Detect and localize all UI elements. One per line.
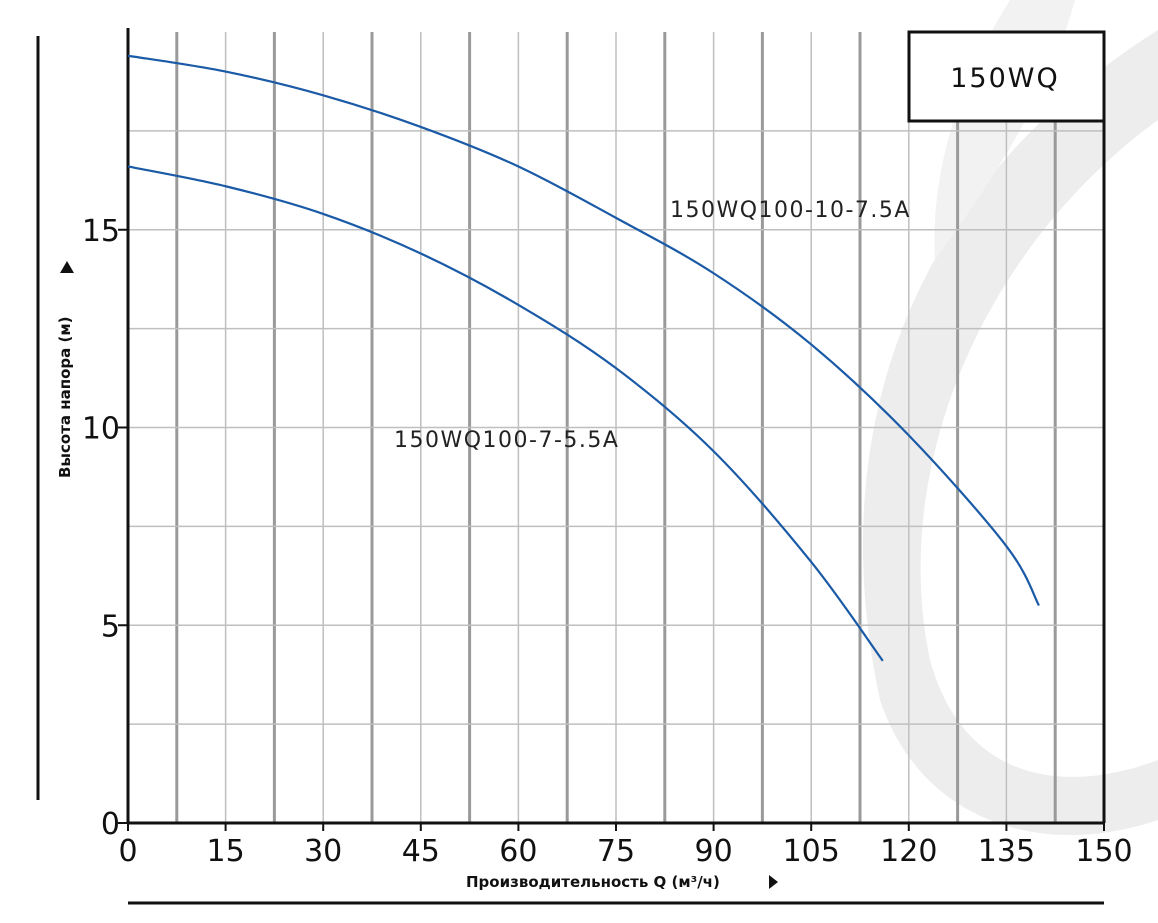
grid: [128, 32, 1104, 823]
x-tick-label: 30: [304, 834, 342, 869]
x-axis-title: Производительность Q (м³/ч): [466, 873, 720, 891]
x-tick-label: 135: [978, 834, 1035, 869]
y-tick-label: 0: [101, 807, 120, 842]
y-axis-title: Высота напора (м): [56, 317, 74, 478]
x-tick-label: 45: [402, 834, 440, 869]
x-tick-label: 0: [118, 834, 137, 869]
y-tick-label: 15: [82, 214, 120, 249]
x-axis-title-group: Производительность Q (м³/ч): [466, 873, 778, 891]
x-tick-label: 60: [499, 834, 537, 869]
x-tick-label: 150: [1075, 834, 1132, 869]
x-axis-arrow-icon: [769, 875, 778, 889]
series-label-150wq100-10-7-5a: 150WQ100-10-7.5A: [670, 198, 911, 223]
x-tick-label: 90: [695, 834, 733, 869]
series-lines: [127, 54, 1040, 662]
series-label-150wq100-7-5-5a: 150WQ100-7-5.5A: [394, 428, 619, 453]
y-tick-label: 5: [101, 609, 120, 644]
series-line-1: [127, 165, 884, 662]
y-tick-label: 10: [82, 412, 120, 447]
tick-labels: 0 15 30 45 60 75 90 105 120 135 150 0 5 10 15: [82, 214, 1133, 869]
watermark-logo: [862, 0, 1158, 835]
x-tick-label: 120: [880, 834, 937, 869]
y-axis-title-group: Высота напора (м): [56, 261, 74, 478]
x-tick-label: 15: [207, 834, 245, 869]
x-tick-label: 75: [597, 834, 635, 869]
x-tick-label: 105: [783, 834, 840, 869]
y-axis-arrow-icon: [60, 261, 74, 273]
model-box: 150WQ: [907, 30, 1106, 123]
series-line-0: [127, 54, 1040, 607]
model-box-label: 150WQ: [950, 63, 1059, 94]
